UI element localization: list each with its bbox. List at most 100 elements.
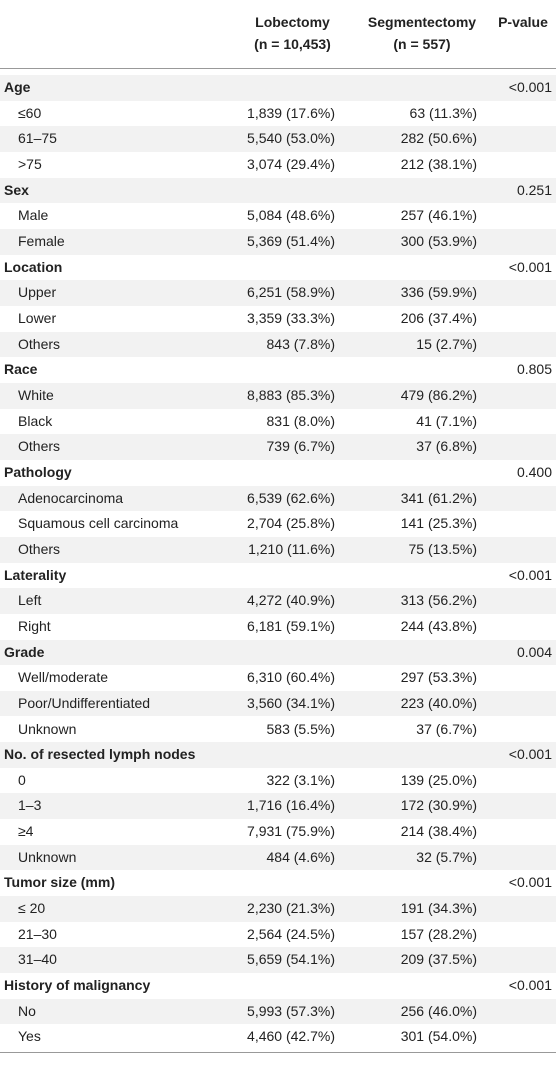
table-row: Well/moderate 6,310 (60.4%) 297 (53.3%) bbox=[0, 665, 556, 691]
row-label: ≥4 bbox=[18, 823, 34, 840]
lobectomy-count: 5,084 (48.6%) bbox=[247, 207, 335, 224]
table-row: Squamous cell carcinoma 2,704 (25.8%) 141 … bbox=[0, 511, 556, 537]
segmentectomy-count: 256 (46.0%) bbox=[400, 1002, 477, 1019]
lobectomy-count: 3,359 (33.3%) bbox=[247, 309, 335, 326]
p-value: <0.001 bbox=[508, 79, 552, 95]
table-row: Race 0.805 bbox=[0, 357, 556, 383]
table-row: Location <0.001 bbox=[0, 255, 556, 281]
p-value: 0.805 bbox=[516, 361, 552, 378]
lobectomy-count: 843 (7.8%) bbox=[266, 335, 335, 352]
table-row: Unknown 484 (4.6%) 32 (5.7%) bbox=[0, 844, 556, 871]
row-label: Squamous cell carcinoma bbox=[18, 515, 179, 532]
row-label: White bbox=[18, 386, 54, 403]
table-row: No. of resected lymph nodes <0.001 bbox=[0, 742, 556, 768]
segmentectomy-count: 37 (6.7%) bbox=[416, 720, 477, 737]
group-title: Race bbox=[4, 361, 38, 378]
row-label: 0 bbox=[18, 771, 26, 788]
segmentectomy-count: 214 (38.4%) bbox=[400, 823, 477, 840]
lobectomy-count: 4,272 (40.9%) bbox=[247, 592, 335, 609]
group-title: Tumor size (mm) bbox=[4, 874, 115, 891]
lobectomy-count: 484 (4.6%) bbox=[266, 848, 335, 865]
row-label: No bbox=[18, 1002, 36, 1019]
group-title: No. of resected lymph nodes bbox=[4, 746, 196, 763]
p-value: <0.001 bbox=[508, 874, 552, 891]
table-row: Right 6,181 (59.1%) 244 (43.8%) bbox=[0, 614, 556, 640]
row-label: 21–30 bbox=[18, 925, 57, 942]
table-row: Lower 3,359 (33.3%) 206 (37.4%) bbox=[0, 306, 556, 332]
segmentectomy-count: 479 (86.2%) bbox=[400, 386, 477, 403]
lobectomy-count: 6,310 (60.4%) bbox=[247, 669, 335, 686]
lobectomy-count: 3,074 (29.4%) bbox=[247, 155, 335, 172]
row-label: Right bbox=[18, 617, 51, 634]
column-header: Segmentectomy (n = 557) bbox=[362, 11, 482, 55]
segmentectomy-count: 15 (2.7%) bbox=[416, 335, 477, 352]
segmentectomy-count: 212 (38.1%) bbox=[400, 155, 477, 172]
table-row: >75 3,074 (29.4%) 212 (38.1%) bbox=[0, 152, 556, 178]
table-row: Others 739 (6.7%) 37 (6.8%) bbox=[0, 434, 556, 460]
p-value: 0.400 bbox=[516, 463, 552, 480]
lobectomy-count: 5,659 (54.1%) bbox=[247, 951, 335, 968]
row-label: Others bbox=[18, 540, 61, 557]
table-row: Black 831 (8.0%) 41 (7.1%) bbox=[0, 409, 556, 435]
segmentectomy-count: 191 (34.3%) bbox=[400, 900, 477, 917]
table-row: ≤ 20 2,230 (21.3%) 191 (34.3%) bbox=[0, 896, 556, 922]
row-label: Black bbox=[18, 412, 53, 429]
row-label: Unknown bbox=[18, 720, 77, 737]
header-line: (n = 557) bbox=[393, 36, 451, 52]
row-label: Poor/Undifferentiated bbox=[18, 694, 151, 711]
segmentectomy-count: 172 (30.9%) bbox=[400, 797, 477, 814]
lobectomy-count: 831 (8.0%) bbox=[266, 412, 335, 429]
segmentectomy-count: 141 (25.3%) bbox=[400, 515, 477, 532]
header-line: Lobectomy bbox=[255, 14, 330, 30]
segmentectomy-count: 244 (43.8%) bbox=[400, 617, 477, 634]
table-row: Others 1,210 (11.6%) 75 (13.5%) bbox=[0, 536, 556, 563]
table-row: History of malignancy <0.001 bbox=[0, 973, 556, 999]
table-row: Unknown 583 (5.5%) 37 (6.7%) bbox=[0, 717, 556, 743]
p-value: 0.004 bbox=[516, 643, 552, 660]
lobectomy-count: 2,564 (24.5%) bbox=[247, 925, 335, 942]
lobectomy-count: 2,230 (21.3%) bbox=[247, 900, 335, 917]
lobectomy-count: 6,181 (59.1%) bbox=[247, 617, 335, 634]
table-row: Adenocarcinoma 6,539 (62.6%) 341 (61.2%) bbox=[0, 485, 556, 512]
group-title: Pathology bbox=[4, 463, 72, 480]
row-label: Others bbox=[18, 438, 61, 455]
header-line: Segmentectomy bbox=[367, 14, 477, 30]
table-row: Female 5,369 (51.4%) 300 (53.9%) bbox=[0, 228, 556, 255]
row-label: Yes bbox=[18, 1028, 41, 1045]
lobectomy-count: 583 (5.5%) bbox=[266, 720, 335, 737]
segmentectomy-count: 282 (50.6%) bbox=[400, 130, 477, 147]
row-label: ≤60 bbox=[18, 104, 42, 121]
lobectomy-count: 5,993 (57.3%) bbox=[247, 1002, 335, 1019]
p-value: <0.001 bbox=[508, 258, 552, 275]
lobectomy-count: 7,931 (75.9%) bbox=[247, 823, 335, 840]
table-row: ≥4 7,931 (75.9%) 214 (38.4%) bbox=[0, 819, 556, 845]
group-title: Laterality bbox=[4, 566, 67, 583]
lobectomy-count: 739 (6.7%) bbox=[266, 438, 335, 455]
row-label: ≤ 20 bbox=[18, 900, 46, 917]
lobectomy-count: 2,704 (25.8%) bbox=[247, 515, 335, 532]
lobectomy-count: 8,883 (85.3%) bbox=[247, 386, 335, 403]
table-row: Grade 0.004 bbox=[0, 639, 556, 666]
row-label: 31–40 bbox=[18, 951, 57, 968]
segmentectomy-count: 157 (28.2%) bbox=[400, 925, 477, 942]
table-row: Upper 6,251 (58.9%) 336 (59.9%) bbox=[0, 280, 556, 306]
table-row: Age <0.001 bbox=[0, 75, 556, 101]
lobectomy-count: 5,369 (51.4%) bbox=[247, 232, 335, 249]
row-label: Well/moderate bbox=[18, 669, 109, 686]
group-title: Location bbox=[4, 258, 63, 275]
row-label: Unknown bbox=[18, 848, 77, 865]
lobectomy-count: 3,560 (34.1%) bbox=[247, 694, 335, 711]
table-row: White 8,883 (85.3%) 479 (86.2%) bbox=[0, 382, 556, 409]
table-row: 21–30 2,564 (24.5%) 157 (28.2%) bbox=[0, 922, 556, 948]
lobectomy-count: 5,540 (53.0%) bbox=[247, 130, 335, 147]
table-row: ≤60 1,839 (17.6%) 63 (11.3%) bbox=[0, 101, 556, 127]
segmentectomy-count: 206 (37.4%) bbox=[400, 309, 477, 326]
group-title: Grade bbox=[4, 643, 45, 660]
segmentectomy-count: 37 (6.8%) bbox=[416, 438, 477, 455]
row-label: 61–75 bbox=[18, 130, 57, 147]
row-label: Male bbox=[18, 207, 49, 224]
segmentectomy-count: 336 (59.9%) bbox=[400, 284, 477, 301]
table-row: Poor/Undifferentiated 3,560 (34.1%) 223 (4… bbox=[0, 690, 556, 717]
row-label: Adenocarcinoma bbox=[18, 489, 124, 506]
segmentectomy-count: 257 (46.1%) bbox=[400, 207, 477, 224]
